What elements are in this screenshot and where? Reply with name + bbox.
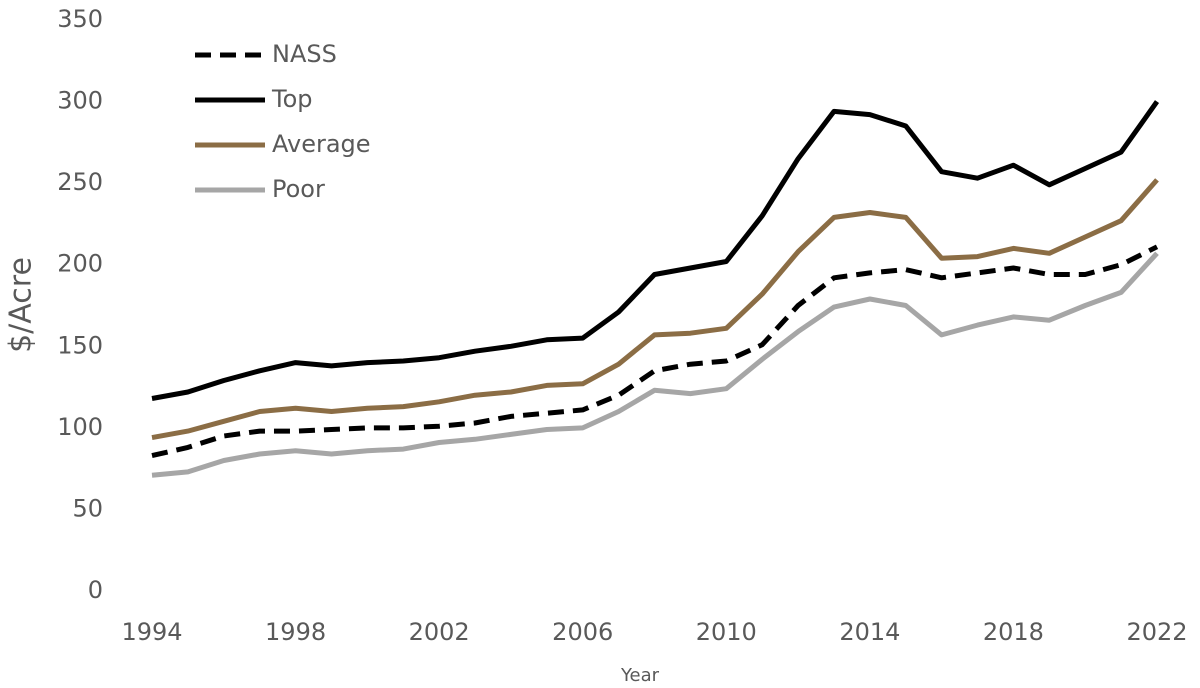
- series-line: [151, 100, 1160, 401]
- series-line: [151, 244, 1159, 459]
- y-tick-label: 0: [88, 576, 103, 604]
- y-tick-label: 250: [57, 168, 103, 196]
- x-tick-label: 1998: [265, 618, 326, 646]
- x-axis-label: Year: [620, 665, 660, 686]
- y-tick-label: 300: [57, 87, 103, 115]
- legend-label: NASS: [272, 40, 337, 68]
- y-tick-label: 50: [72, 494, 103, 522]
- x-tick-label: 1994: [121, 618, 182, 646]
- x-tick-label: 2018: [983, 618, 1044, 646]
- x-tick-label: 2002: [409, 618, 470, 646]
- series-line: [151, 251, 1159, 478]
- y-tick-label: 150: [57, 331, 103, 359]
- x-tick-label: 2010: [696, 618, 757, 646]
- legend-label: Average: [272, 130, 371, 158]
- y-tick-label: 100: [57, 413, 103, 441]
- legend-label: Poor: [272, 175, 325, 203]
- legend-label: Top: [271, 85, 313, 113]
- y-tick-label: 200: [57, 250, 103, 278]
- series-line: [151, 178, 1159, 441]
- y-tick-label: 350: [57, 5, 103, 33]
- x-tick-label: 2006: [552, 618, 613, 646]
- x-tick-label: 2014: [839, 618, 900, 646]
- x-tick-label: 2022: [1126, 618, 1187, 646]
- y-axis-label: $/Acre: [4, 257, 39, 353]
